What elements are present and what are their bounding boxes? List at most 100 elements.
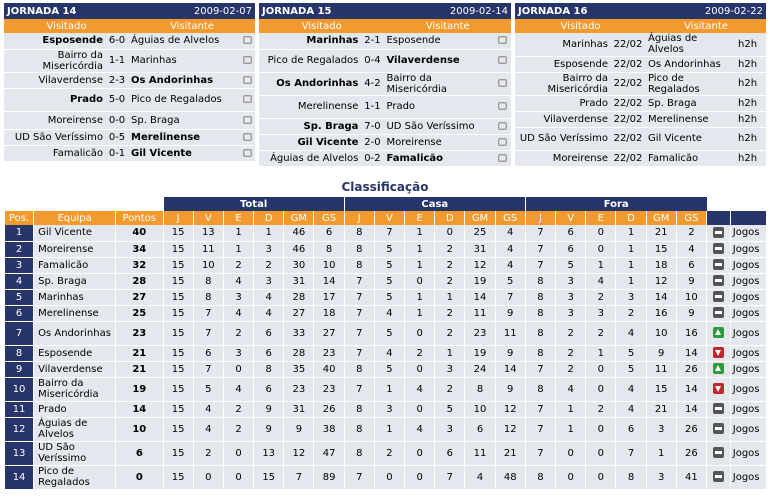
column-header[interactable]: J (162, 211, 194, 225)
tv-icon[interactable] (242, 95, 252, 103)
match-row[interactable]: Moreirense 0-0 Sp. Braga (4, 111, 255, 130)
match-row[interactable]: Bairro da Misericórdia 1-1 Marinhas (4, 49, 255, 73)
h2h-link[interactable]: h2h (738, 72, 766, 96)
tv-cell[interactable] (494, 49, 511, 73)
standing-row[interactable]: 2 Moreirense 34 15 11 1 3 46 8 8 5 1 2 31 4 7 6 0 1 15 4 Jogo… (3, 241, 766, 258)
tv-cell[interactable] (239, 49, 255, 73)
match-row[interactable]: Marinhas 2-1 Esposende (259, 33, 511, 50)
column-header[interactable]: V (373, 211, 405, 225)
tv-cell[interactable] (239, 129, 255, 146)
column-header[interactable]: GM (283, 211, 314, 225)
match-row[interactable]: Bairro da Misericórdia 22/02 Pico de Regal… (515, 72, 766, 96)
match-row[interactable]: Vilaverdense 22/02 Merelinense h2h (515, 111, 766, 128)
h2h-link[interactable]: h2h (738, 111, 766, 128)
tv-icon[interactable] (498, 56, 508, 64)
team-name[interactable]: Sp. Braga (33, 273, 116, 290)
team-name[interactable]: Gil Vicente (33, 225, 116, 242)
column-header[interactable]: D (615, 211, 647, 225)
tv-cell[interactable] (494, 150, 511, 167)
h2h-link[interactable]: h2h (738, 56, 766, 73)
team-name[interactable]: Os Andorinhas (33, 321, 116, 346)
match-row[interactable]: Prado 22/02 Sp. Braga h2h (515, 95, 766, 112)
standing-row[interactable]: 9 Vilaverdense 21 15 7 0 8 35 40 8 5 0 3 24 14 7 2 0 5 11 26… (3, 361, 766, 378)
match-row[interactable]: Vilaverdense 2-3 Os Andorinhas (4, 72, 255, 89)
team-name[interactable]: Moreirense (33, 241, 116, 258)
standing-row[interactable]: 6 Merelinense 25 15 7 4 4 27 18 7 4 1 2 11 9 8 3 3 2 16 9 Jog… (3, 305, 766, 322)
standing-row[interactable]: 3 Famalicão 32 15 10 2 2 30 10 8 5 1 2 12 4 7 5 1 1 18 6 Jogo… (3, 257, 766, 274)
tv-cell[interactable] (239, 111, 255, 130)
tv-cell[interactable] (494, 134, 511, 151)
jogos-link[interactable]: Jogos (729, 441, 766, 466)
match-row[interactable]: Águias de Alvelos 0-2 Famalicão (259, 150, 511, 167)
match-row[interactable]: Famalicão 0-1 Gil Vicente (4, 145, 255, 162)
tv-icon[interactable] (498, 36, 508, 45)
team-name[interactable]: Merelinense (33, 305, 116, 322)
column-header[interactable]: J (524, 211, 556, 225)
standing-row[interactable]: 13 UD São Veríssimo 6 15 2 0 13 12 47 8 2 0 6 11 21 7 0 0… (3, 441, 766, 466)
match-row[interactable]: Esposende 6-0 Águias de Alvelos (4, 33, 255, 50)
column-header[interactable]: GS (494, 211, 526, 225)
jogos-link[interactable]: Jogos (729, 345, 766, 362)
column-header[interactable]: V (192, 211, 224, 225)
standing-row[interactable]: 5 Marinhas 27 15 8 3 4 28 17 7 5 1 1 14 7 8 3 2 3 14 10 Jogos (3, 289, 766, 306)
column-header[interactable]: Equipa (33, 211, 116, 225)
match-row[interactable]: Sp. Braga 7-0 UD São Veríssimo (259, 118, 511, 135)
team-name[interactable]: UD São Veríssimo (33, 441, 116, 466)
match-row[interactable]: Os Andorinhas 4-2 Bairro da Misericórdia (259, 72, 511, 96)
team-name[interactable]: Marinhas (33, 289, 116, 306)
tv-icon[interactable] (242, 75, 252, 84)
match-row[interactable]: Marinhas 22/02 Águias de Alvelos h2h (515, 33, 766, 57)
column-header[interactable]: D (253, 211, 284, 225)
tv-icon[interactable] (498, 121, 508, 130)
column-header[interactable]: GM (645, 211, 677, 225)
jogos-link[interactable]: Jogos (729, 257, 766, 274)
jogos-link[interactable]: Jogos (729, 305, 766, 322)
column-header[interactable]: GS (675, 211, 707, 225)
jogos-link[interactable]: Jogos (729, 289, 766, 306)
match-row[interactable]: Esposende 22/02 Os Andorinhas h2h (515, 56, 766, 73)
standing-row[interactable]: 7 Os Andorinhas 23 15 7 2 6 33 27 7 5 0 2 23 11 8 2 2 4 10 1… (3, 321, 766, 346)
tv-cell[interactable] (239, 33, 255, 50)
column-header[interactable]: J (343, 211, 375, 225)
jogos-link[interactable]: Jogos (729, 321, 766, 346)
jogos-link[interactable]: Jogos (729, 417, 766, 442)
tv-icon[interactable] (498, 102, 508, 110)
tv-icon[interactable] (242, 36, 252, 45)
tv-cell[interactable] (494, 118, 511, 135)
h2h-link[interactable]: h2h (738, 95, 766, 112)
match-row[interactable]: Prado 5-0 Pico de Regalados (4, 88, 255, 112)
column-header[interactable]: Pontos (115, 211, 164, 225)
standing-row[interactable]: 10 Bairro da Misericórdia 19 15 5 4 6 23 23 7 1 4 2 8… (3, 377, 766, 402)
jogos-link[interactable]: Jogos (729, 361, 766, 378)
match-row[interactable]: UD São Veríssimo 22/02 Gil Vicente h2h (515, 127, 766, 151)
standing-row[interactable]: 11 Prado 14 15 4 2 9 31 26 8 3 0 5 10 12 7 1 2 4 21 14 Jogos (3, 401, 766, 418)
team-name[interactable]: Prado (33, 401, 116, 418)
match-row[interactable]: Merelinense 1-1 Prado (259, 95, 511, 119)
standing-row[interactable]: 4 Sp. Braga 28 15 8 4 3 31 14 7 5 0 2 19 5 8 3 4 1 12 9 Jogos (3, 273, 766, 290)
jogos-link[interactable]: Jogos (729, 273, 766, 290)
team-name[interactable]: Vilaverdense (33, 361, 116, 378)
tv-cell[interactable] (494, 33, 511, 50)
match-row[interactable]: Gil Vicente 2-0 Moreirense (259, 134, 511, 151)
standing-row[interactable]: 12 Águias de Alvelos 10 15 4 2 9 9 38 8 1 4 3 6 12 7 1 0 6… (3, 417, 766, 442)
jogos-link[interactable]: Jogos (729, 225, 766, 242)
h2h-link[interactable]: h2h (738, 33, 766, 57)
column-header[interactable]: GM (464, 211, 496, 225)
h2h-link[interactable]: h2h (738, 127, 766, 151)
match-row[interactable]: Pico de Regalados 0-4 Vilaverdense (259, 49, 511, 73)
column-header[interactable]: E (404, 211, 435, 225)
column-header[interactable]: Pos. (3, 211, 34, 225)
tv-icon[interactable] (498, 153, 508, 162)
tv-cell[interactable] (239, 145, 255, 162)
match-row[interactable]: UD São Veríssimo 0-5 Merelinense (4, 129, 255, 146)
jogos-link[interactable]: Jogos (729, 401, 766, 418)
jogos-link[interactable]: Jogos (729, 241, 766, 258)
jogos-link[interactable]: Jogos (729, 377, 766, 402)
column-header[interactable]: D (434, 211, 465, 225)
column-header[interactable]: V (555, 211, 586, 225)
column-header[interactable]: E (222, 211, 254, 225)
tv-cell[interactable] (239, 88, 255, 112)
team-name[interactable]: Bairro da Misericórdia (33, 377, 116, 402)
standing-row[interactable]: 14 Pico de Regalados 0 15 0 0 15 7 89 7 0 0 7 4 48 8 0 0 8… (3, 465, 766, 490)
tv-icon[interactable] (242, 56, 252, 64)
